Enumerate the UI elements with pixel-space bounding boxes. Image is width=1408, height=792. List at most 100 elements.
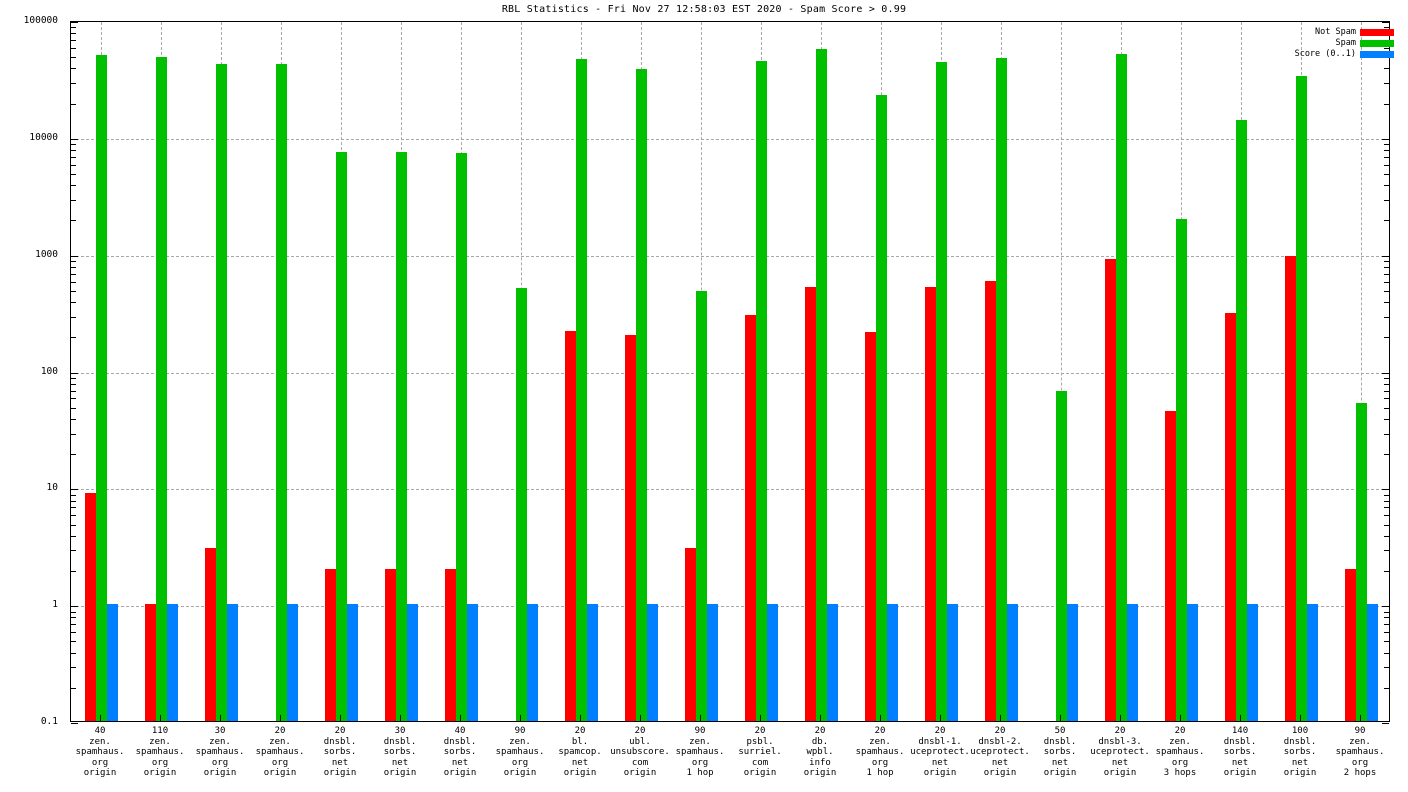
bar-score (1126, 604, 1138, 721)
x-axis-label: 20 psbl. surriel. com origin (722, 726, 798, 779)
x-axis-label-line: org (1171, 757, 1189, 768)
x-axis-label-line: 140 (1231, 726, 1249, 736)
y-tick-minor (1384, 266, 1389, 268)
y-tick-major (1382, 372, 1389, 374)
y-tick-minor (1384, 83, 1389, 85)
y-tick-minor (71, 220, 76, 222)
x-axis-label-line: surriel. (738, 747, 782, 758)
x-axis-label-line: sorbs. (1223, 747, 1257, 758)
x-axis-label-line: uceprotect. (910, 747, 970, 758)
y-tick-minor (1384, 144, 1389, 146)
grid-line-horizontal (71, 372, 1389, 374)
x-axis-label-line: org (691, 757, 709, 768)
y-tick-minor (71, 266, 76, 268)
y-tick-minor (1384, 377, 1389, 379)
y-tick-minor (71, 418, 76, 420)
x-axis-label-line: origin (1223, 768, 1257, 779)
x-axis-label-line: dnsbl. (1283, 736, 1317, 747)
x-axis-label-line: spamhaus. (1155, 747, 1205, 758)
y-tick-minor (71, 27, 76, 29)
bar-notspam (1284, 256, 1296, 721)
grid-line-horizontal (71, 489, 1389, 491)
y-tick-minor (71, 535, 76, 537)
y-axis-tick-label: 10000 (29, 131, 58, 143)
y-tick-major (71, 372, 78, 374)
x-axis-label-line: com (631, 757, 649, 768)
y-tick-minor (71, 40, 76, 42)
bar-spam (335, 152, 347, 721)
y-tick-minor (71, 611, 76, 613)
bar-notspam (144, 604, 156, 721)
x-axis-label: 20 zen. spamhaus. org 1 hop (842, 726, 918, 779)
bar-score (166, 604, 178, 721)
y-tick-minor (1384, 337, 1389, 339)
y-tick-minor (71, 290, 76, 292)
legend-item[interactable]: Spam (1295, 38, 1394, 49)
x-axis-label-line: 2 hops (1343, 768, 1377, 779)
bar-notspam (864, 331, 876, 721)
y-tick-major (1382, 489, 1389, 491)
y-tick-minor (71, 302, 76, 304)
bar-notspam (204, 548, 216, 721)
x-axis-label-line: org (211, 757, 229, 768)
bar-group (265, 22, 298, 721)
bar-notspam (984, 281, 996, 721)
bar-score (466, 604, 478, 721)
bar-spam (395, 152, 407, 721)
x-tick (220, 715, 221, 722)
y-tick-minor (71, 261, 76, 262)
x-axis-label-line: zen. (1169, 736, 1191, 747)
y-tick-minor (1384, 185, 1389, 187)
y-tick-minor (71, 185, 76, 187)
y-tick-minor (71, 652, 76, 654)
y-tick-minor (1384, 220, 1389, 222)
bar-notspam (564, 330, 576, 721)
x-axis-label: 90 zen. spamhaus. org 2 hops (1322, 726, 1398, 779)
x-axis-label-line: sorbs. (1043, 747, 1077, 758)
x-tick (1180, 715, 1181, 722)
y-tick-minor (71, 83, 76, 85)
x-axis-label-line: 20 (874, 726, 886, 736)
x-axis-label-line: origin (83, 768, 117, 779)
x-axis-label: 90 zen. spamhaus. org 1 hop (662, 726, 738, 779)
bar-notspam (84, 492, 96, 721)
x-axis-label-line: origin (503, 768, 537, 779)
bar-score (706, 604, 718, 721)
x-axis-label: 40 dnsbl. sorbs. net origin (422, 726, 498, 779)
bar-spam (1115, 54, 1127, 721)
y-tick-minor (1384, 316, 1389, 318)
bar-group (1104, 22, 1138, 721)
x-axis-label: 140 dnsbl. sorbs. net origin (1202, 726, 1278, 779)
x-axis-label-line: org (1351, 757, 1369, 768)
bar-score (286, 604, 298, 721)
x-tick (1300, 715, 1301, 722)
bar-spam (155, 57, 167, 721)
x-axis-label-line: org (871, 757, 889, 768)
x-axis-label-line: 90 (694, 726, 706, 736)
x-tick (160, 715, 161, 722)
y-tick-minor (71, 407, 76, 409)
bar-score (526, 604, 538, 721)
y-tick-minor (71, 383, 76, 385)
bar-notspam (804, 286, 816, 721)
bar-group (744, 22, 778, 721)
bar-group (384, 22, 418, 721)
legend-item[interactable]: Score (0..1) (1295, 49, 1394, 60)
y-tick-minor (1384, 611, 1389, 613)
y-tick-minor (1384, 407, 1389, 409)
x-axis-label: 20 zen. spamhaus. org 3 hops (1142, 726, 1218, 779)
x-axis-label-line: 100 (1291, 726, 1309, 736)
x-tick (820, 715, 821, 722)
legend-item[interactable]: Not Spam (1295, 27, 1394, 38)
y-tick-major (71, 723, 78, 724)
x-axis-label: 20 dnsbl. sorbs. net origin (302, 726, 378, 779)
y-tick-minor (1384, 273, 1389, 275)
x-axis-label-line: origin (623, 768, 657, 779)
x-axis-label-line: origin (1103, 768, 1137, 779)
x-axis-label-line: origin (563, 768, 597, 779)
y-tick-major (1382, 606, 1389, 608)
y-tick-minor (71, 494, 76, 496)
y-tick-minor (71, 570, 76, 572)
x-tick (400, 715, 401, 722)
y-tick-minor (71, 515, 76, 517)
